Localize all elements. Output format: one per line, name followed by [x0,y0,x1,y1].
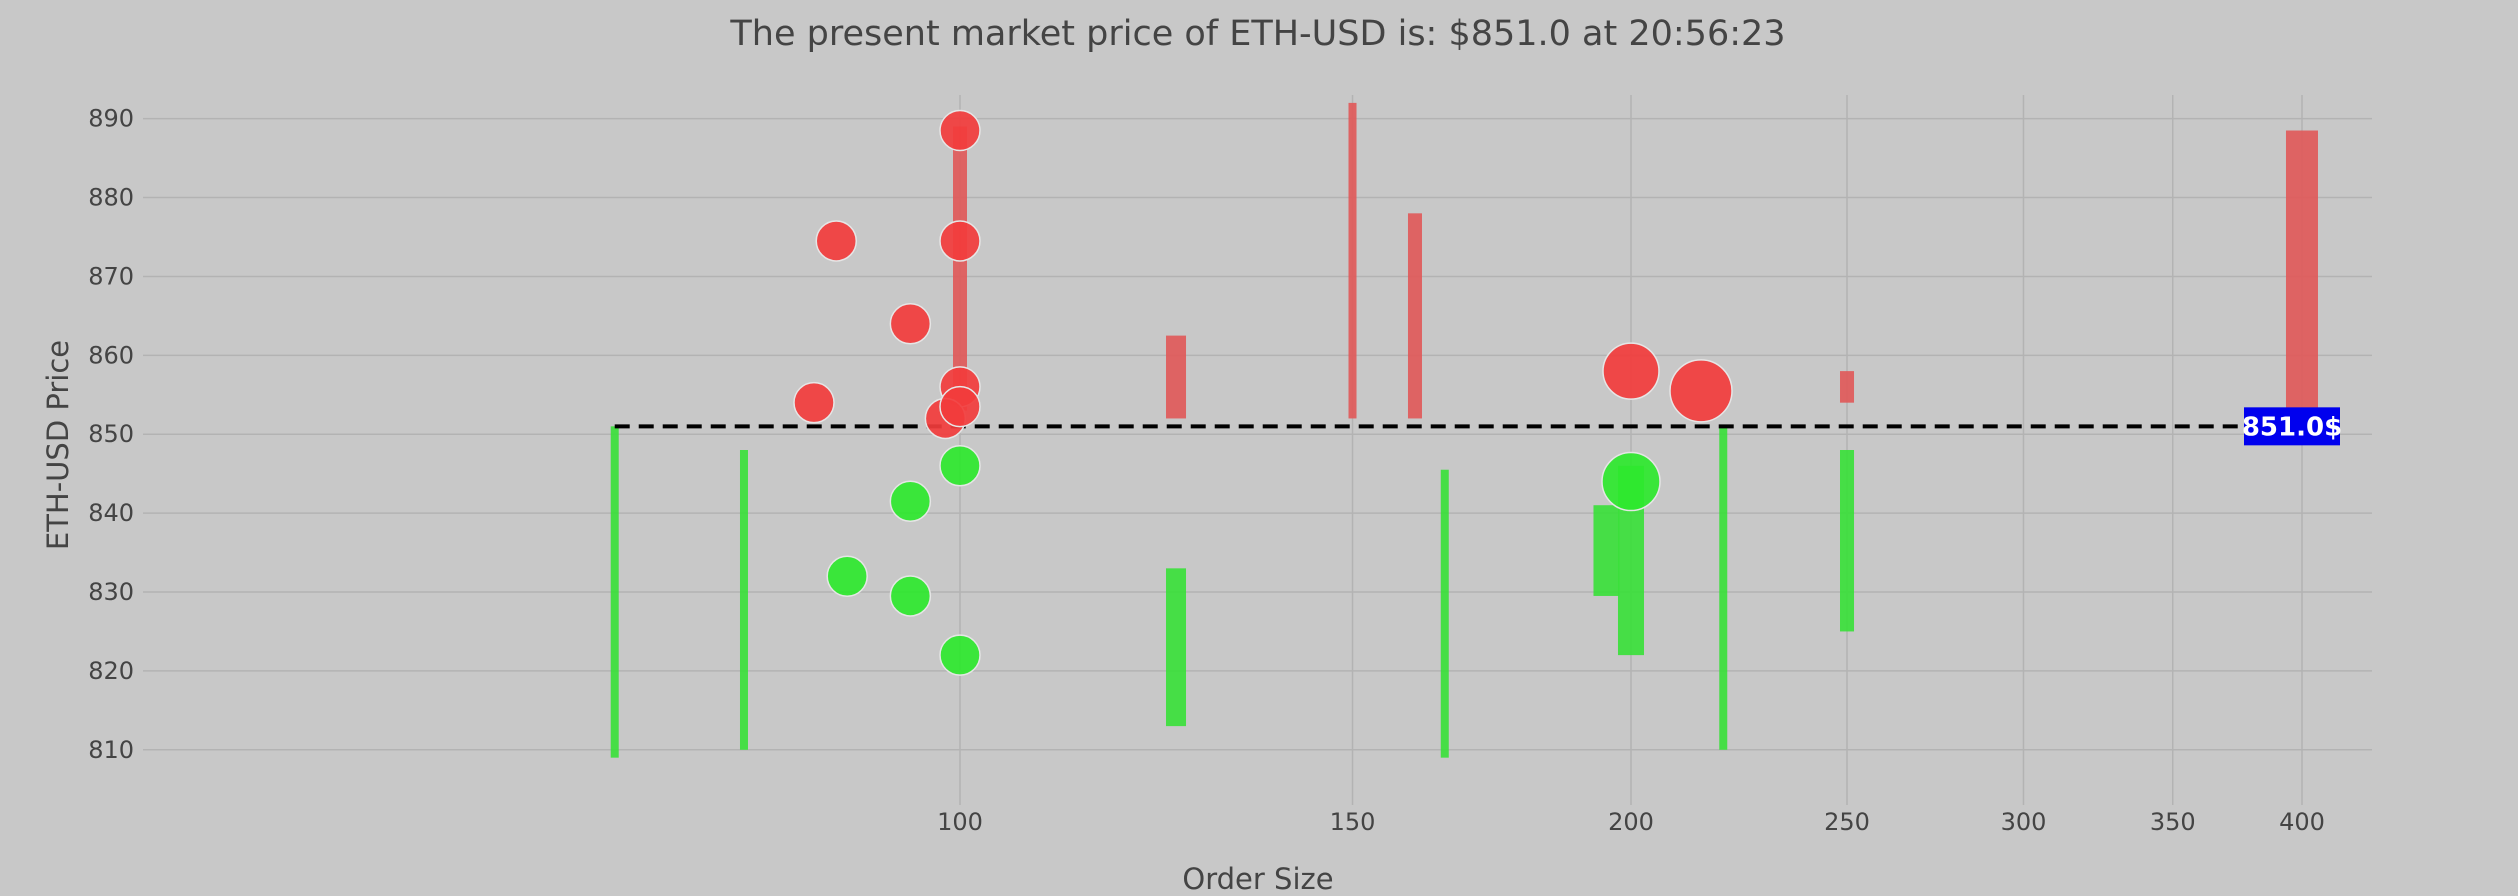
sell-order-bubble [889,303,932,345]
sell-order-bubble [939,109,981,152]
x-tick-label: 350 [2150,808,2196,836]
buy-order-bar [610,426,619,758]
x-tick-label: 150 [1330,808,1376,836]
sell-order-bar [1407,213,1422,419]
y-tick-label: 820 [88,657,134,685]
y-tick-label: 890 [88,105,134,133]
sell-order-bar [1348,102,1357,419]
x-tick-label: 300 [2001,808,2047,836]
sell-order-bar [1166,335,1187,419]
sell-order-bubble [793,381,835,424]
y-tick-label: 860 [88,341,134,369]
y-tick-label: 840 [88,499,134,527]
buy-order-bar [1593,505,1620,596]
y-axis-title: ETH-USD Price [41,340,75,550]
sell-order-bubble [1602,342,1660,400]
sell-order-bubble [815,220,858,262]
buy-order-bubble [889,480,932,523]
buy-order-bar [1440,469,1449,758]
current-price-label-box [2244,407,2340,446]
buy-order-bubble [939,445,981,487]
sell-order-bar [2285,130,2318,411]
y-tick-label: 830 [88,578,134,606]
y-tick-label: 850 [88,420,134,448]
bubble-layer [793,109,1733,676]
sell-order-bubble [939,220,981,262]
buy-order-bar [1840,450,1855,632]
sell-order-bar [1840,371,1855,403]
chart-title: The present market price of ETH-USD is: … [729,14,1785,54]
y-tick-label: 810 [88,736,134,764]
grid-layer [143,95,2372,805]
buy-order-bar [739,450,748,750]
buy-order-bubble [939,634,981,676]
buy-order-bubble [889,575,932,617]
x-tick-label: 250 [1824,808,1870,836]
price-label-layer: 851.0$ [2242,407,2342,446]
sell-order-bar [952,126,967,411]
sell-order-bubble [1669,359,1733,423]
buy-order-bar [1719,426,1728,750]
x-axis-title: Order Size [1182,862,1333,896]
x-tick-label: 400 [2279,808,2325,836]
sell-order-bubble [939,385,981,428]
buy-order-bubble [826,555,868,597]
buy-order-bar [1166,568,1187,727]
x-tick-label: 100 [937,808,983,836]
tick-label-layer: 810 820 830 840 850 860 870 880 890 100 150 200 250 3… [88,105,2325,836]
current-price-label: 851.0$ [2242,412,2342,442]
bar-layer [610,102,2318,758]
y-tick-label: 880 [88,184,134,212]
x-tick-label: 200 [1608,808,1654,836]
buy-order-bubble [1601,451,1661,512]
y-tick-label: 870 [88,262,134,290]
